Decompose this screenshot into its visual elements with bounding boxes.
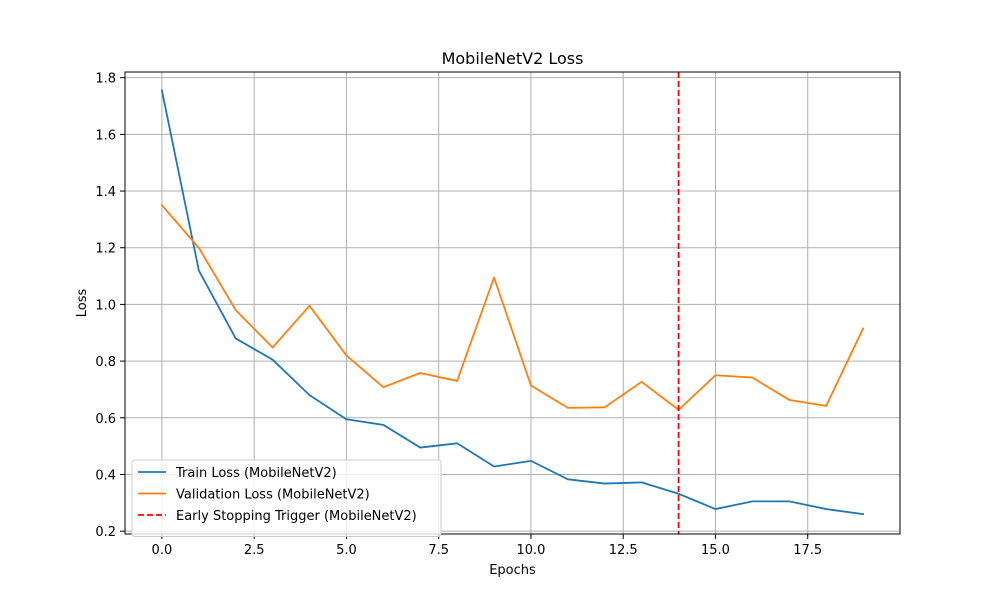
plot-frame: [124, 71, 901, 535]
ticks: 0.0 2.5 5.0 7.5 10.0 12.5 15.0 17.5 0.2 0.4 0.6 0.8…: [95, 72, 822, 558]
y-tick-label: 0.8: [95, 355, 116, 370]
x-tick-label: 0.0: [152, 543, 173, 558]
y-tick-label: 1.6: [95, 128, 116, 143]
x-tick-label: 5.0: [336, 543, 357, 558]
x-axis-label: Epochs: [489, 563, 536, 578]
x-tick-label: 2.5: [244, 543, 265, 558]
x-tick-label: 7.5: [428, 543, 449, 558]
validation-loss-line: [160, 203, 865, 411]
y-tick-label: 1.4: [95, 185, 116, 200]
x-tick-label: 17.5: [793, 543, 822, 558]
series-layer: [160, 72, 865, 534]
y-axis-label: Loss: [75, 289, 90, 318]
legend-label: Train Loss (MobileNetV2): [175, 466, 337, 481]
legend: Train Loss (MobileNetV2) Validation Loss …: [131, 459, 442, 537]
y-tick-label: 0.4: [95, 468, 116, 483]
chart-title: MobileNetV2 Loss: [442, 49, 584, 68]
x-tick-label: 12.5: [609, 543, 638, 558]
y-tick-label: 1.0: [95, 298, 116, 313]
x-tick-label: 10.0: [516, 543, 545, 558]
legend-label: Early Stopping Trigger (MobileNetV2): [176, 509, 417, 524]
y-tick-label: 1.2: [95, 242, 116, 257]
y-tick-label: 0.2: [95, 525, 116, 540]
y-tick-label: 0.6: [95, 412, 116, 427]
legend-box: [131, 459, 442, 537]
train-loss-line: [160, 89, 865, 516]
legend-label: Validation Loss (MobileNetV2): [176, 488, 370, 503]
grid: [125, 72, 900, 534]
x-tick-label: 15.0: [701, 543, 730, 558]
y-tick-label: 1.8: [95, 72, 116, 87]
